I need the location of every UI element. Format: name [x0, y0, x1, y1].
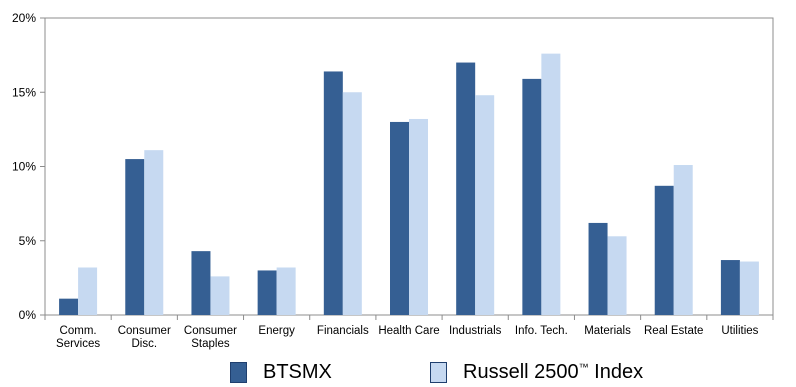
bar-btsmx: [654, 185, 674, 315]
x-category-label: Materials: [584, 325, 631, 337]
y-tick-label: 5%: [19, 234, 37, 248]
bar-btsmx: [588, 222, 608, 315]
bar-russell: [276, 267, 296, 315]
bar-btsmx: [323, 71, 343, 316]
bar-russell: [78, 267, 98, 315]
x-category-label: Consumer Staples: [184, 325, 237, 350]
bar-btsmx: [191, 251, 211, 315]
y-tick-label: 15%: [12, 85, 36, 99]
x-category-label: Real Estate: [644, 325, 703, 337]
y-tick-label: 0%: [19, 308, 37, 322]
legend-swatch-russell: [430, 362, 447, 383]
legend-item-russell: Russell 2500™ Index: [430, 361, 643, 384]
bar-btsmx: [522, 78, 542, 315]
bar-russell: [541, 53, 561, 315]
x-category-label: Energy: [258, 325, 295, 337]
bar-russell: [210, 276, 230, 315]
bar-russell: [409, 118, 428, 315]
bar-russell: [144, 150, 164, 315]
x-category-label: Health Care: [378, 325, 439, 337]
x-category-label: Industrials: [449, 325, 502, 337]
y-tick-label: 10%: [12, 160, 36, 174]
legend-swatch-btsmx: [230, 362, 247, 383]
bar-russell: [475, 95, 495, 315]
legend-label-russell: Russell 2500™ Index: [463, 361, 644, 383]
x-category-label: Financials: [317, 325, 369, 337]
legend: BTSMX Russell 2500™ Index: [0, 361, 796, 387]
bar-russell: [607, 236, 627, 315]
bar-btsmx: [59, 298, 79, 315]
x-category-label: Consumer Disc.: [118, 325, 171, 350]
bar-russell: [342, 92, 362, 315]
bar-btsmx: [125, 159, 145, 315]
bar-btsmx: [720, 260, 740, 315]
bar-btsmx: [257, 270, 277, 315]
legend-label-btsmx: BTSMX: [263, 361, 332, 383]
x-category-label: Comm. Services: [56, 325, 100, 350]
x-category-label: Info. Tech.: [515, 325, 568, 337]
legend-item-btsmx: BTSMX: [230, 361, 332, 384]
bar-russell: [673, 165, 693, 315]
bar-btsmx: [390, 121, 409, 315]
x-category-label: Utilities: [721, 325, 758, 337]
bar-russell: [739, 261, 759, 315]
y-tick-label: 20%: [12, 11, 36, 25]
sector-bar-chart: 0% 5% 10% 15% 20% Comm. Services Consumer Disc. C…: [12, 11, 774, 350]
bar-btsmx: [456, 62, 476, 315]
